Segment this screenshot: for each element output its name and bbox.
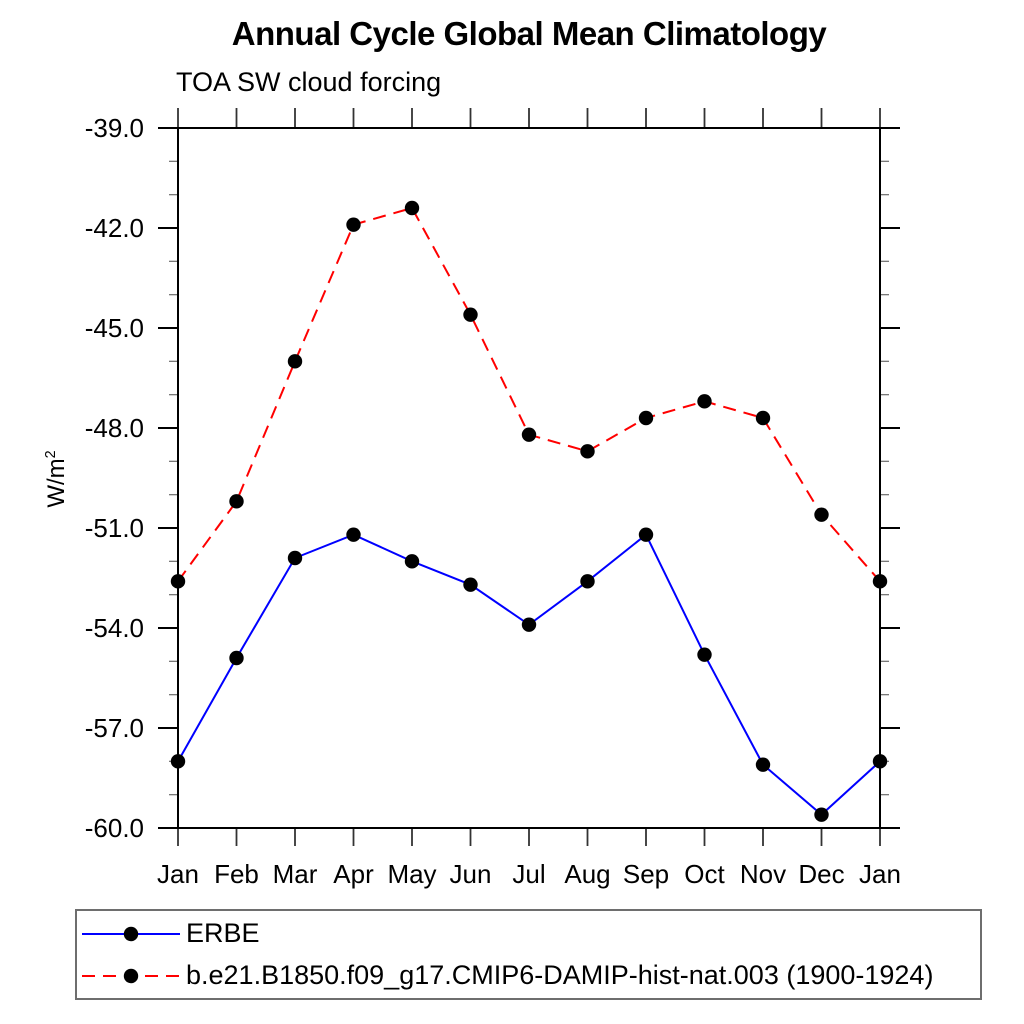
data-point-marker [872, 574, 888, 589]
x-axis-tick-label: Dec [798, 859, 844, 889]
data-point-marker [814, 807, 829, 822]
legend-label-model: b.e21.B1850.f09_g17.CMIP6-DAMIP-hist-nat… [186, 960, 934, 990]
data-point-marker [346, 217, 361, 232]
x-axis-tick-label: Feb [214, 859, 259, 889]
y-axis-tick-label: -54.0 [85, 613, 144, 643]
series-line-model [177, 206, 881, 582]
legend-line-sample-dashed [82, 968, 180, 983]
data-point-marker [755, 410, 771, 426]
y-axis-tick-label: -48.0 [85, 413, 144, 443]
chart-title: Annual Cycle Global Mean Climatology [231, 15, 827, 52]
legend-box: ERBE b.e21.B1850.f09_g17.CMIP6-DAMIP-his… [75, 909, 982, 1000]
data-point-marker [346, 527, 361, 542]
plot-frame [177, 127, 881, 829]
y-axis-tick-label: -45.0 [85, 313, 144, 343]
legend-label-erbe: ERBE [186, 918, 260, 948]
data-point-marker [755, 757, 771, 772]
data-point-marker [404, 200, 420, 216]
data-point-marker [814, 507, 829, 522]
x-axis-tick-label: Sep [623, 859, 669, 889]
data-point-marker [872, 754, 888, 769]
y-axis-tick-label: -60.0 [85, 813, 144, 843]
data-point-marker [463, 577, 478, 592]
data-point-marker [170, 574, 186, 589]
x-axis-tick-label: Aug [564, 859, 610, 889]
data-point-marker [229, 494, 244, 509]
y-axis-tick-label: -57.0 [85, 713, 144, 743]
data-point-marker [404, 554, 420, 569]
x-axis-tick-label: Jun [450, 859, 492, 889]
x-axis-tick-label: Apr [333, 859, 374, 889]
legend-item-erbe: ERBE [80, 914, 980, 954]
data-point-marker [697, 394, 712, 409]
x-axis-tick-label: Jan [157, 859, 199, 889]
chart-subtitle: TOA SW cloud forcing [176, 67, 442, 97]
legend-item-model: b.e21.B1850.f09_g17.CMIP6-DAMIP-hist-nat… [80, 956, 980, 996]
legend-line-sample-solid [82, 926, 180, 941]
data-point-marker [463, 307, 478, 322]
data-point-marker [170, 754, 186, 769]
data-point-marker [697, 647, 712, 662]
x-axis-tick-label: Mar [273, 859, 318, 889]
data-point-marker [521, 427, 537, 442]
x-axis-tick-label: Jan [859, 859, 901, 889]
y-axis-tick-label: -51.0 [85, 513, 144, 543]
data-point-marker [287, 354, 303, 369]
data-point-marker [638, 527, 654, 542]
x-axis-tick-label: May [387, 859, 436, 889]
data-point-marker [580, 574, 595, 589]
data-point-marker [229, 650, 244, 666]
series-line-erbe [177, 533, 881, 817]
x-axis-tick-label: Oct [684, 859, 725, 889]
data-point-marker [638, 410, 654, 426]
data-point-marker [287, 550, 303, 566]
y-axis-tick-label: -42.0 [85, 213, 144, 243]
x-axis-tick-label: Jul [512, 859, 545, 889]
data-point-marker [521, 617, 537, 632]
x-axis-tick-label: Nov [740, 859, 786, 889]
y-axis-tick-label: -39.0 [85, 113, 144, 143]
data-point-marker [580, 444, 595, 459]
